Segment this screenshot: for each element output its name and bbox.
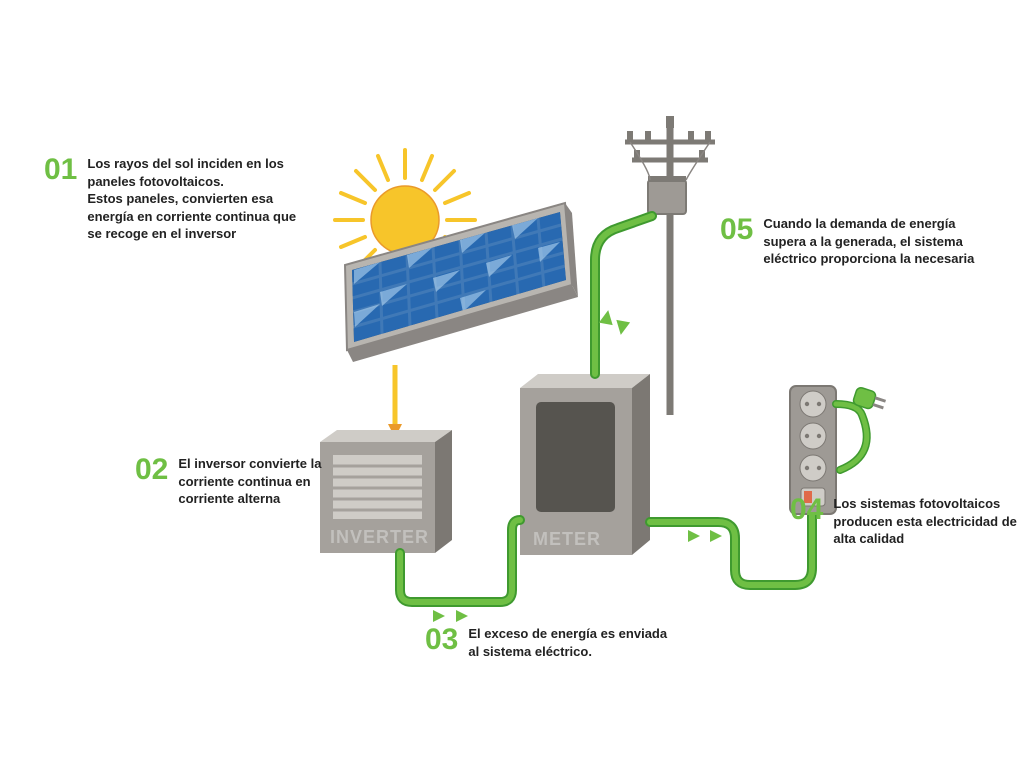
plug-icon — [836, 386, 887, 470]
step-02: 02 El inversor convierte la corriente co… — [135, 455, 343, 508]
step-04-number: 04 — [790, 495, 823, 525]
dc-arrow-icon — [388, 365, 402, 438]
step-02-text: El inversor convierte la corriente conti… — [178, 455, 343, 508]
step-05: 05 Cuando la demanda de energía supera a… — [720, 215, 983, 268]
step-01-text: Los rayos del sol inciden en los paneles… — [87, 155, 297, 243]
ac-cable-meter-grid — [595, 216, 652, 374]
step-01-number: 01 — [44, 155, 77, 185]
meter-label: METER — [533, 529, 601, 549]
step-03-number: 03 — [425, 625, 458, 655]
step-04: 04 Los sistemas fotovoltaicos producen e… — [790, 495, 1018, 548]
step-04-text: Los sistemas fotovoltaicos producen esta… — [833, 495, 1018, 548]
step-05-text: Cuando la demanda de energía supera a la… — [763, 215, 983, 268]
step-01: 01 Los rayos del sol inciden en los pane… — [44, 155, 297, 243]
ac-cable-meter-outlet — [650, 515, 812, 585]
inverter-label: INVERTER — [330, 527, 429, 547]
utility-pole-icon — [625, 116, 715, 415]
step-03: 03 El exceso de energía es enviada al si… — [425, 625, 678, 660]
step-02-number: 02 — [135, 455, 168, 485]
meter-icon: METER — [520, 374, 650, 555]
step-05-number: 05 — [720, 215, 753, 245]
step-03-text: El exceso de energía es enviada al siste… — [468, 625, 678, 660]
